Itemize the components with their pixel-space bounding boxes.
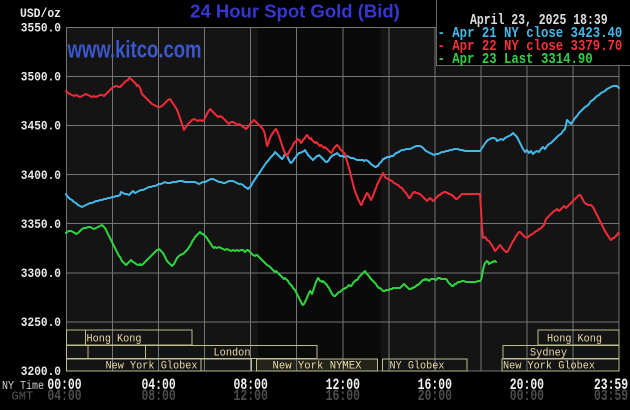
svg-text:3450.0: 3450.0: [21, 119, 61, 134]
svg-text:24 Hour Spot Gold (Bid): 24 Hour Spot Gold (Bid): [190, 1, 400, 22]
svg-text:00:00: 00:00: [510, 387, 544, 405]
svg-text:Sydney: Sydney: [530, 348, 567, 360]
svg-text:08:00: 08:00: [234, 376, 268, 394]
svg-text:Hong Kong: Hong Kong: [547, 334, 602, 346]
svg-text:3300.0: 3300.0: [21, 266, 61, 281]
svg-text:3200.0: 3200.0: [21, 364, 61, 379]
svg-text:16:00: 16:00: [418, 376, 452, 394]
svg-text:3250.0: 3250.0: [21, 315, 61, 330]
svg-text:12:00: 12:00: [234, 387, 268, 405]
svg-text:3500.0: 3500.0: [21, 70, 61, 85]
svg-text:20:00: 20:00: [418, 387, 452, 405]
svg-text:New York NYMEX: New York NYMEX: [273, 361, 362, 373]
svg-text:3550.0: 3550.0: [21, 21, 61, 36]
svg-text:04:00: 04:00: [47, 387, 81, 405]
svg-text:03:59: 03:59: [594, 387, 628, 405]
svg-text:23:59: 23:59: [594, 376, 628, 394]
svg-text:- Apr 22 NY close 3379.70: - Apr 22 NY close 3379.70: [438, 38, 623, 55]
svg-text:NY Time: NY Time: [2, 379, 44, 393]
svg-text:- Apr 23 Last 3314.90: - Apr 23 Last 3314.90: [438, 51, 593, 68]
svg-text:3350.0: 3350.0: [21, 217, 61, 232]
svg-text:New York Globex: New York Globex: [503, 361, 595, 373]
svg-text:04:00: 04:00: [141, 376, 175, 394]
svg-text:- Apr 21 NY close 3423.40: - Apr 21 NY close 3423.40: [438, 25, 623, 42]
svg-text:USD/oz: USD/oz: [20, 6, 61, 21]
svg-text:www.kitco.com: www.kitco.com: [67, 37, 202, 64]
svg-text:NY Globex: NY Globex: [390, 361, 445, 373]
svg-text:16:00: 16:00: [326, 387, 360, 405]
svg-text:20:00: 20:00: [510, 376, 544, 394]
svg-text:00:00: 00:00: [47, 376, 81, 394]
svg-text:12:00: 12:00: [326, 376, 360, 394]
svg-text:London: London: [214, 348, 251, 360]
svg-text:New York Globex: New York Globex: [106, 361, 198, 373]
svg-text:April 23, 2025 18:39: April 23, 2025 18:39: [470, 12, 608, 29]
svg-text:08:00: 08:00: [141, 387, 175, 405]
svg-text:GMT: GMT: [11, 390, 33, 404]
svg-text:3400.0: 3400.0: [21, 168, 61, 183]
svg-text:Hong Kong: Hong Kong: [87, 334, 142, 346]
